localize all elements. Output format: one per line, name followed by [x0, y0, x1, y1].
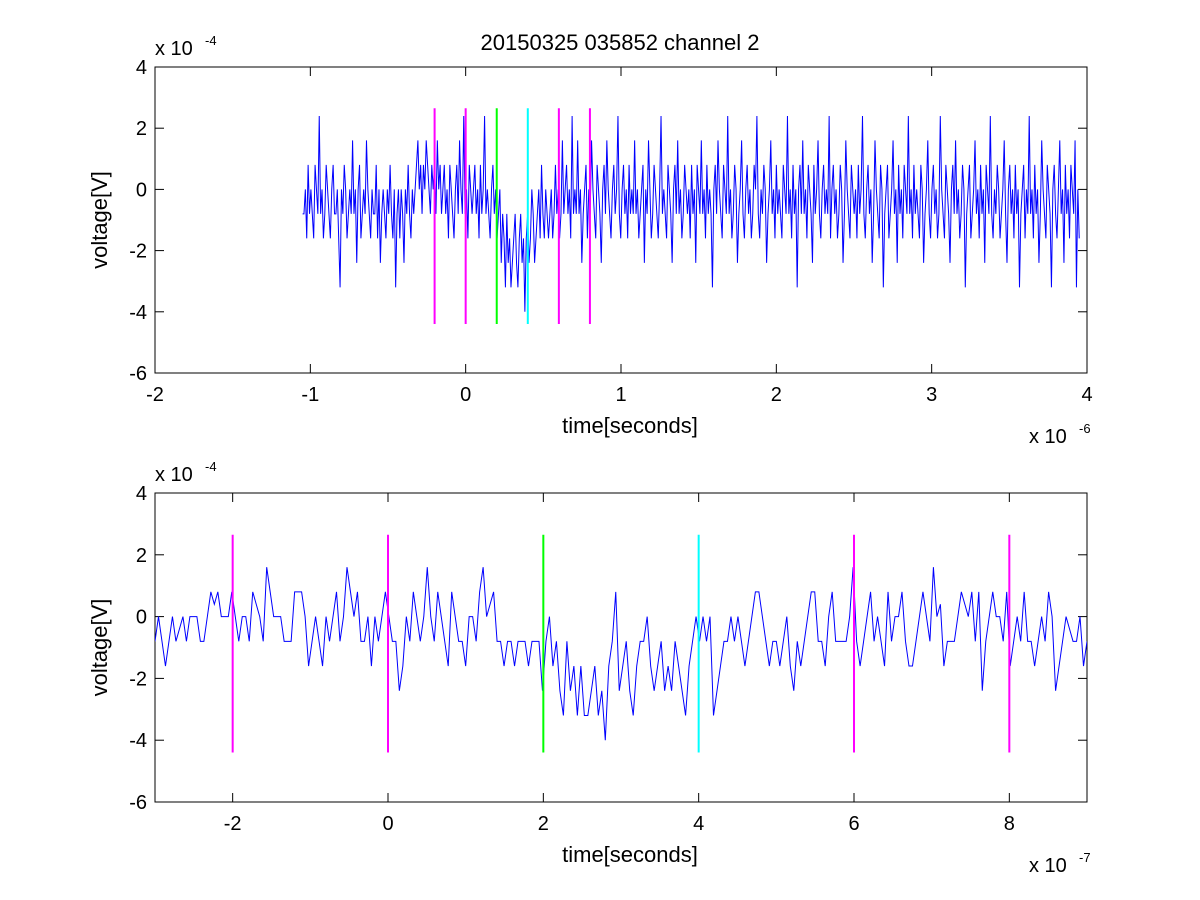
x-exponent-label: x 10 [1029, 426, 1067, 448]
y-tick-label: 2 [136, 545, 147, 567]
x-tick-label: -2 [224, 813, 242, 835]
x-tick-label: 3 [926, 384, 937, 406]
x-tick-label: 2 [771, 384, 782, 406]
top-axes: -2 -1 0 1 2 3 4 -6 -4 -2 0 2 4 x 10 -4 x 10 -6 time[secon… [87, 33, 1093, 448]
y-tick-label: -2 [129, 668, 147, 690]
y-tick-label: 4 [136, 57, 147, 79]
y-axis-label: voltage[V] [87, 171, 112, 269]
y-tick-label: -4 [129, 302, 147, 324]
voltage-series-line [155, 567, 1087, 741]
y-tick-label: 4 [136, 483, 147, 505]
x-tick-label: -1 [301, 384, 319, 406]
x-axis-label: time[seconds] [562, 842, 698, 867]
x-tick-label: 6 [848, 813, 859, 835]
x-tick-label: 8 [1004, 813, 1015, 835]
y-tick-label: 2 [136, 118, 147, 140]
y-exponent-power: -4 [205, 459, 217, 474]
x-tick-label: 4 [1081, 384, 1092, 406]
x-tick-label: 4 [693, 813, 704, 835]
x-exponent-power: -7 [1079, 850, 1091, 865]
x-exponent-power: -6 [1079, 421, 1091, 436]
y-tick-label: 0 [136, 607, 147, 629]
x-tick-label: 0 [382, 813, 393, 835]
y-exponent-label: x 10 [155, 464, 193, 486]
axes-frame [154, 492, 1088, 803]
x-tick-label: -2 [146, 384, 164, 406]
y-exponent-power: -4 [205, 33, 217, 48]
y-tick-label: -2 [129, 241, 147, 263]
y-tick-label: -4 [129, 730, 147, 752]
x-tick-label: 2 [538, 813, 549, 835]
y-tick-label: -6 [129, 792, 147, 814]
y-axis-label: voltage[V] [87, 599, 112, 697]
x-exponent-label: x 10 [1029, 855, 1067, 877]
x-tick-label: 0 [460, 384, 471, 406]
bottom-axes: -2 0 2 4 6 8 -6 -4 -2 0 2 4 x 10 -4 x 10 -7 time[seconds… [87, 459, 1091, 877]
x-axis-label: time[seconds] [562, 413, 698, 438]
y-exponent-label: x 10 [155, 38, 193, 60]
y-tick-label: -6 [129, 363, 147, 385]
voltage-series-line [302, 115, 1080, 312]
figure-title: 20150325 035852 channel 2 [481, 30, 760, 55]
x-tick-label: 1 [615, 384, 626, 406]
y-tick-label: 0 [136, 179, 147, 201]
